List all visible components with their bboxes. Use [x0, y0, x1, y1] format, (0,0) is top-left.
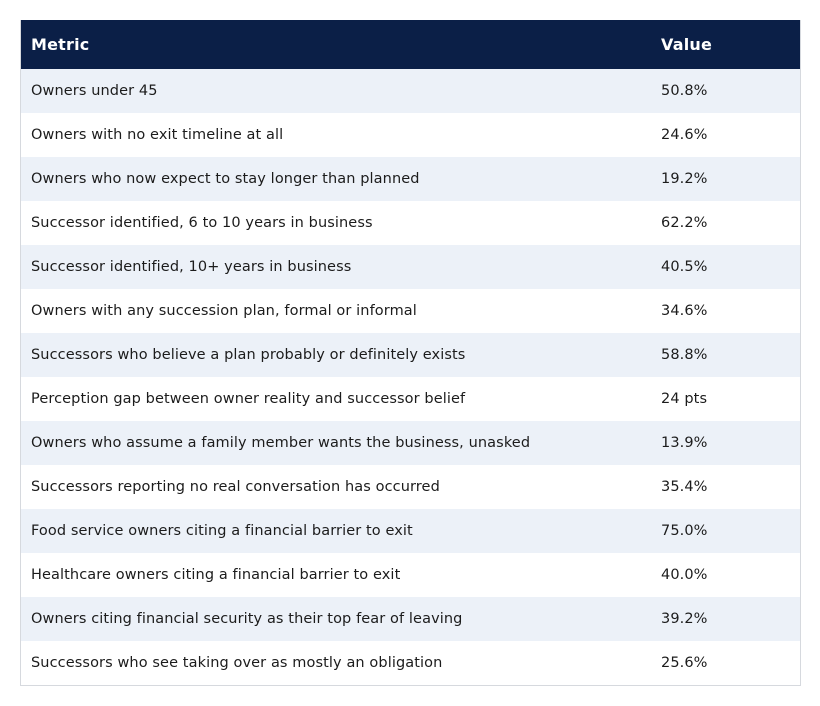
table-row: Healthcare owners citing a financial bar…	[21, 553, 800, 597]
table-row: Successors who believe a plan probably o…	[21, 333, 800, 377]
value-cell: 35.4%	[661, 479, 708, 495]
metric-cell: Owners who now expect to stay longer tha…	[31, 171, 420, 187]
value-cell: 13.9%	[661, 435, 708, 451]
table-body: Owners under 45 50.8% Owners with no exi…	[21, 69, 800, 685]
metric-cell: Owners with no exit timeline at all	[31, 127, 284, 143]
metrics-table: Metric Value Owners under 45 50.8% Owner…	[21, 20, 800, 685]
metric-cell: Food service owners citing a financial b…	[31, 523, 413, 539]
table-row: Successor identified, 6 to 10 years in b…	[21, 201, 800, 245]
metric-cell: Owners citing financial security as thei…	[31, 611, 463, 627]
table-row: Successor identified, 10+ years in busin…	[21, 245, 800, 289]
table-row: Successors who see taking over as mostly…	[21, 641, 800, 685]
value-cell: 34.6%	[661, 303, 708, 319]
metric-cell: Successors who see taking over as mostly…	[31, 655, 443, 671]
value-cell: 39.2%	[661, 611, 708, 627]
metric-cell: Perception gap between owner reality and…	[31, 391, 466, 407]
table-row: Successors reporting no real conversatio…	[21, 465, 800, 509]
metric-cell: Healthcare owners citing a financial bar…	[31, 567, 401, 583]
metric-cell: Successors reporting no real conversatio…	[31, 479, 440, 495]
header-row: Metric Value	[21, 20, 800, 69]
table-row: Owners with any succession plan, formal …	[21, 289, 800, 333]
table-row: Owners who assume a family member wants …	[21, 421, 800, 465]
column-header-value: Value	[661, 35, 713, 54]
value-cell: 75.0%	[661, 523, 708, 539]
value-cell: 40.5%	[661, 259, 708, 275]
value-cell: 40.0%	[661, 567, 708, 583]
value-cell: 50.8%	[661, 83, 708, 99]
metric-cell: Successors who believe a plan probably o…	[31, 347, 466, 363]
metric-cell: Successor identified, 6 to 10 years in b…	[31, 215, 373, 231]
table-header: Metric Value	[21, 20, 800, 69]
value-cell: 24 pts	[661, 391, 708, 407]
table-row: Owners citing financial security as thei…	[21, 597, 800, 641]
value-cell: 58.8%	[661, 347, 708, 363]
table-row: Perception gap between owner reality and…	[21, 377, 800, 421]
table-row: Owners who now expect to stay longer tha…	[21, 157, 800, 201]
value-cell: 24.6%	[661, 127, 708, 143]
metrics-table-container: Metric Value Owners under 45 50.8% Owner…	[20, 20, 801, 686]
metric-cell: Successor identified, 10+ years in busin…	[31, 259, 352, 275]
value-cell: 19.2%	[661, 171, 708, 187]
metric-cell: Owners who assume a family member wants …	[31, 435, 531, 451]
table-row: Owners under 45 50.8%	[21, 69, 800, 113]
value-cell: 62.2%	[661, 215, 708, 231]
table-row: Owners with no exit timeline at all 24.6…	[21, 113, 800, 157]
metric-cell: Owners with any succession plan, formal …	[31, 303, 417, 319]
value-cell: 25.6%	[661, 655, 708, 671]
table-row: Food service owners citing a financial b…	[21, 509, 800, 553]
metric-cell: Owners under 45	[31, 83, 158, 99]
column-header-metric: Metric	[31, 35, 90, 54]
